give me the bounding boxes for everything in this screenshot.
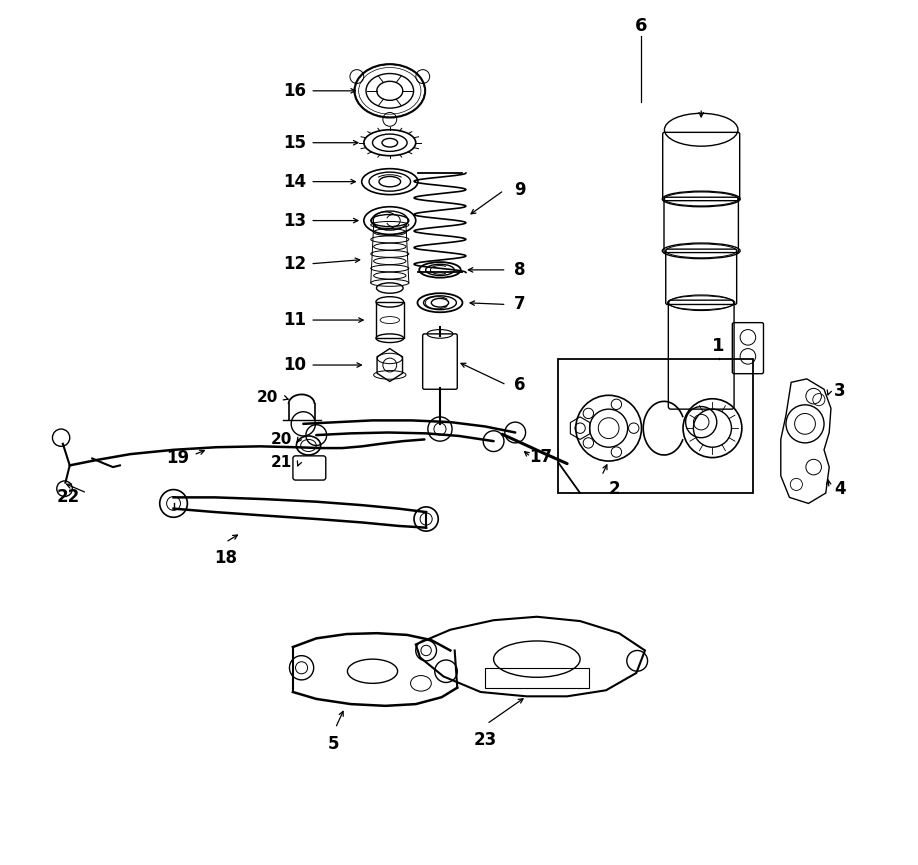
Text: 21: 21 — [271, 455, 292, 471]
Text: 19: 19 — [166, 450, 189, 467]
Text: 13: 13 — [283, 212, 307, 229]
Text: 7: 7 — [514, 296, 525, 313]
Text: 3: 3 — [834, 382, 845, 400]
Text: 23: 23 — [474, 731, 497, 748]
Text: 4: 4 — [834, 480, 845, 497]
Text: 15: 15 — [283, 134, 306, 151]
Text: 18: 18 — [214, 549, 237, 567]
Text: 14: 14 — [283, 173, 307, 190]
Bar — [558, 359, 753, 493]
Text: 9: 9 — [514, 182, 525, 199]
Text: 17: 17 — [530, 448, 553, 465]
Text: 16: 16 — [283, 82, 306, 99]
Text: 22: 22 — [56, 489, 80, 506]
Text: 6: 6 — [634, 17, 647, 35]
Text: 12: 12 — [283, 255, 307, 272]
Text: 1: 1 — [712, 337, 724, 355]
Text: 6: 6 — [514, 376, 525, 394]
Text: 2: 2 — [609, 480, 621, 497]
Text: 20: 20 — [256, 390, 277, 406]
Text: 8: 8 — [514, 261, 525, 279]
Text: 10: 10 — [283, 356, 306, 374]
Text: 5: 5 — [328, 735, 340, 753]
Text: 20: 20 — [271, 432, 292, 447]
Bar — [376, 302, 404, 338]
Text: 11: 11 — [283, 311, 306, 329]
